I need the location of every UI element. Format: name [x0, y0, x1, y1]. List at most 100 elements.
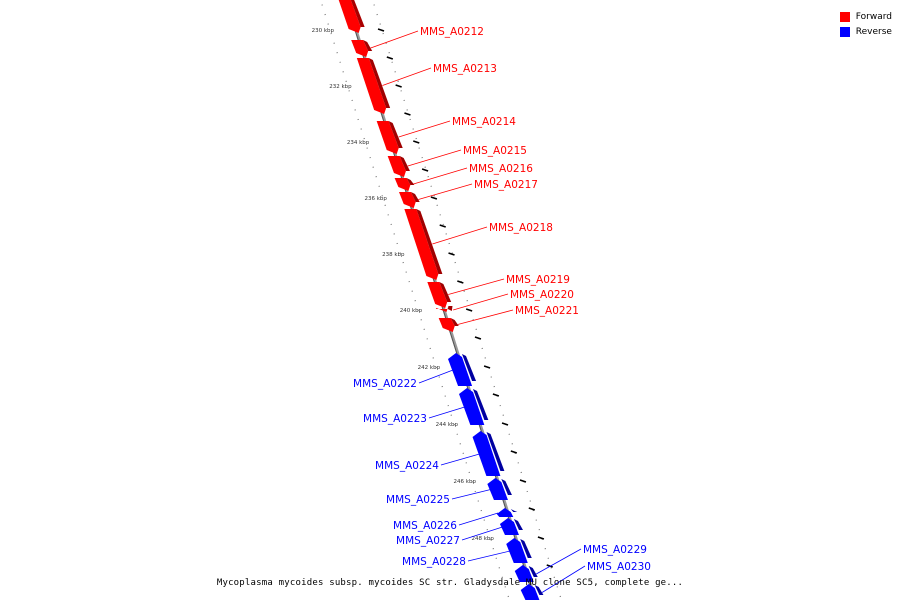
tick-mark — [430, 196, 438, 200]
gene-label[interactable]: MMS_A0220 — [510, 289, 574, 301]
label-connector — [457, 309, 514, 325]
gene-shade — [388, 121, 403, 148]
tick-mark — [510, 450, 518, 454]
gene-shade — [528, 566, 538, 577]
gene-label[interactable]: MMS_A0222 — [353, 378, 417, 390]
gene-label[interactable]: MMS_A0219 — [506, 274, 570, 286]
gene-feature[interactable] — [459, 388, 489, 425]
label-connector — [467, 550, 511, 562]
tick-mark — [546, 564, 553, 568]
tick-mark — [465, 308, 473, 312]
tick-mark — [483, 365, 491, 369]
tick-label: 242 kbp — [418, 365, 441, 371]
label-connector — [370, 30, 419, 49]
gene-body — [404, 209, 439, 280]
gene-label[interactable]: MMS_A0229 — [583, 544, 647, 556]
gene-feature[interactable] — [399, 192, 420, 208]
gene-shade — [510, 509, 518, 512]
tick-label: 238 kbp — [382, 252, 405, 258]
tick-mark — [537, 536, 545, 540]
gene-feature[interactable] — [427, 282, 452, 308]
gene-label[interactable]: MMS_A0223 — [363, 413, 427, 425]
gene-feature[interactable] — [435, 306, 453, 312]
tick-mark — [395, 84, 402, 88]
gene-body — [399, 192, 416, 208]
gene-shade — [501, 479, 512, 495]
tick-label: 230 kbp — [312, 28, 335, 34]
gene-feature[interactable] — [404, 209, 443, 280]
gene-label[interactable]: MMS_A0212 — [420, 26, 484, 38]
gene-label[interactable]: MMS_A0228 — [402, 556, 466, 568]
gene-body — [496, 508, 514, 517]
tick-mark — [386, 56, 394, 60]
label-connector — [407, 149, 462, 167]
gene-label[interactable]: MMS_A0224 — [375, 460, 439, 472]
gene-label[interactable]: MMS_A0225 — [386, 494, 450, 506]
gene-body — [506, 538, 528, 563]
tick-label: 244 kbp — [436, 422, 459, 428]
tick-label: 248 kbp — [471, 536, 494, 542]
gene-body — [447, 353, 473, 386]
gene-label[interactable]: MMS_A0215 — [463, 145, 527, 157]
label-connector — [418, 183, 473, 200]
gene-body — [351, 40, 369, 57]
gene-feature[interactable] — [337, 0, 365, 33]
gene-feature[interactable] — [387, 156, 410, 177]
reverse-swatch — [839, 26, 850, 37]
gene-body — [338, 0, 361, 33]
gene-shade — [486, 432, 505, 471]
tick-mark — [448, 252, 455, 256]
gene-label[interactable]: MMS_A0217 — [474, 179, 538, 191]
gene-label[interactable]: MMS_A0227 — [396, 535, 460, 547]
gene-shade — [520, 539, 532, 558]
gene-label[interactable]: MMS_A0221 — [515, 305, 579, 317]
gene-label[interactable]: MMS_A0226 — [393, 520, 457, 532]
gene-feature[interactable] — [472, 431, 505, 476]
gene-feature[interactable] — [351, 40, 373, 57]
tick-label: 234 kbp — [347, 140, 370, 146]
gene-feature[interactable] — [447, 353, 477, 386]
tick-mark — [413, 140, 420, 144]
tick-mark — [519, 479, 527, 483]
label-connector — [541, 565, 586, 593]
gene-body — [376, 121, 399, 154]
gene-feature[interactable] — [520, 584, 544, 600]
label-connector — [382, 67, 432, 86]
tick-mark — [528, 507, 536, 511]
gene-feature[interactable] — [514, 565, 538, 582]
gene-shade — [406, 178, 415, 185]
gene-body — [472, 431, 501, 476]
label-connector — [428, 406, 465, 419]
gene-feature[interactable] — [356, 58, 391, 114]
legend-forward-label: Forward — [855, 11, 892, 22]
gene-feature[interactable] — [394, 178, 415, 191]
gene-shade — [534, 585, 544, 595]
gene-feature[interactable] — [506, 538, 532, 563]
gene-body — [487, 478, 508, 500]
tick-label: 232 kbp — [329, 84, 352, 90]
gene-feature[interactable] — [496, 508, 518, 517]
tick-mark — [421, 168, 429, 172]
gene-label[interactable]: MMS_A0213 — [433, 63, 497, 75]
gene-body — [427, 282, 448, 308]
gene-shade — [399, 156, 410, 171]
label-connector — [440, 453, 480, 466]
gene-label[interactable]: MMS_A0216 — [469, 163, 533, 175]
gene-shade — [350, 0, 365, 27]
gene-body — [459, 388, 485, 425]
gene-feature[interactable] — [499, 518, 523, 535]
tick-mark — [474, 336, 482, 340]
label-connector — [453, 293, 509, 311]
gene-label[interactable]: MMS_A0218 — [489, 222, 553, 234]
tick-mark — [377, 28, 385, 32]
gene-feature[interactable] — [376, 121, 403, 154]
gene-label[interactable]: MMS_A0214 — [452, 116, 516, 128]
gene-feature[interactable] — [487, 478, 512, 500]
gene-label[interactable]: MMS_A0230 — [587, 561, 651, 573]
gene-feature[interactable] — [438, 318, 459, 332]
tick-label: 246 kbp — [454, 479, 477, 485]
gene-body — [514, 565, 534, 582]
genes — [337, 0, 544, 600]
tick-mark — [404, 112, 411, 116]
tick-mark — [439, 224, 446, 228]
